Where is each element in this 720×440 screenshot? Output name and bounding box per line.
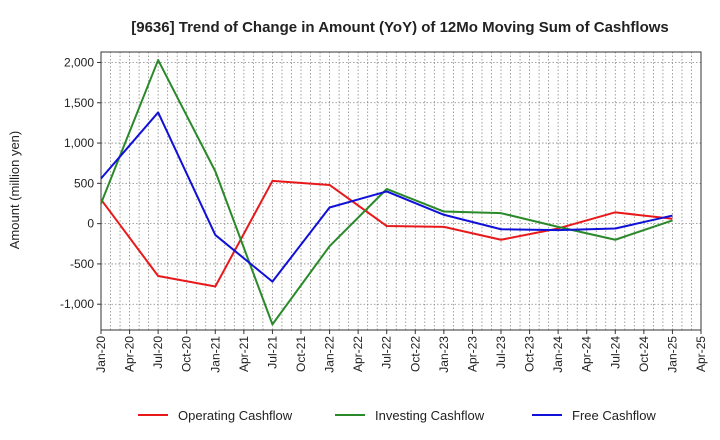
x-tick-label: Jul-21 <box>265 336 279 369</box>
series-line-operating-cashflow <box>100 179 673 288</box>
y-tick-label: 1,500 <box>64 96 94 110</box>
x-tick-label: Jan-23 <box>437 336 451 373</box>
y-tick-label: 500 <box>74 176 94 190</box>
y-tick-label: 2,000 <box>64 55 94 69</box>
series-line-free-cashflow <box>100 111 673 283</box>
x-tick-labels: Jan-20 Apr-20 Jul-20 Oct-20 Jan-21 Apr-21 Jul-… <box>94 330 708 373</box>
x-tick-label: Jan-24 <box>551 336 565 373</box>
x-tick-label: Jul-20 <box>151 336 165 369</box>
x-tick-label: Jul-23 <box>494 336 508 369</box>
x-tick-label: Jul-22 <box>380 336 394 369</box>
chart-title: [9636] Trend of Change in Amount (YoY) o… <box>131 19 669 36</box>
x-tick-label: Jan-25 <box>665 336 679 373</box>
x-tick-label: Jan-21 <box>208 336 222 373</box>
x-tick-label: Apr-25 <box>694 336 708 372</box>
legend-label: Free Cashflow <box>572 408 656 423</box>
x-tick-label: Jan-22 <box>323 336 337 373</box>
x-tick-label: Oct-22 <box>408 336 422 372</box>
x-tick-label: Oct-24 <box>637 336 651 372</box>
series-line-investing-cashflow <box>100 59 673 326</box>
x-tick-label: Apr-24 <box>580 336 594 372</box>
x-tick-label: Oct-20 <box>180 336 194 372</box>
x-tick-label: Apr-23 <box>465 336 479 372</box>
y-tick-label: -500 <box>70 257 94 271</box>
x-tick-label: Jul-24 <box>608 336 622 369</box>
x-tick-label: Apr-21 <box>237 336 251 372</box>
y-axis-label: Amount (million yen) <box>7 131 22 250</box>
plot-frame <box>100 51 702 331</box>
legend-label: Operating Cashflow <box>178 408 293 423</box>
x-tick-label: Oct-21 <box>294 336 308 372</box>
series-lines <box>100 59 673 326</box>
y-tick-label: 0 <box>87 217 94 231</box>
y-tick-label: -1,000 <box>60 297 94 311</box>
grid-lines <box>100 52 702 330</box>
legend-label: Investing Cashflow <box>375 408 485 423</box>
x-tick-label: Apr-22 <box>351 336 365 372</box>
y-tick-labels: -1,000 -500 0 500 1,000 1,500 2,000 <box>60 55 101 311</box>
x-tick-label: Jan-20 <box>94 336 108 373</box>
legend: Operating Cashflow Investing Cashflow Free… <box>138 408 656 423</box>
x-tick-label: Apr-20 <box>123 336 137 372</box>
y-tick-label: 1,000 <box>64 136 94 150</box>
x-tick-label: Oct-23 <box>523 336 537 372</box>
